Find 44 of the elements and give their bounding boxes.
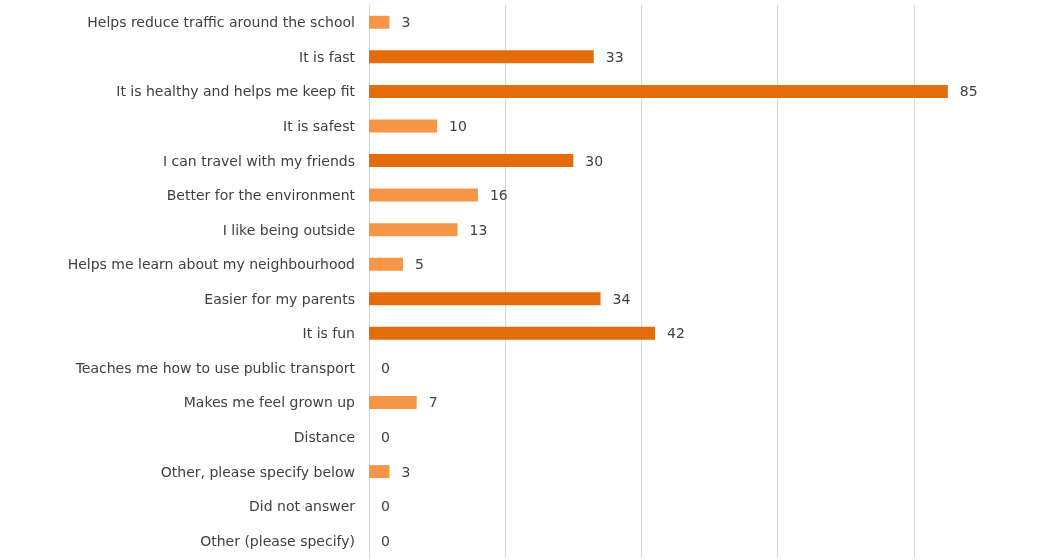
y-tick-label: It is fast xyxy=(299,48,356,65)
y-tick-label: I can travel with my friends xyxy=(162,152,355,169)
bar xyxy=(369,326,656,340)
bar xyxy=(369,50,594,64)
data-label: 42 xyxy=(667,325,685,342)
y-tick-label: Helps reduce traffic around the school xyxy=(87,14,355,31)
data-label: 7 xyxy=(428,394,438,411)
data-label: 33 xyxy=(605,48,624,65)
y-tick-label: Easier for my parents xyxy=(204,290,355,307)
y-tick-label: It is safest xyxy=(283,117,356,134)
data-label: 0 xyxy=(381,359,390,376)
y-tick-label: Teaches me how to use public transport xyxy=(74,359,356,376)
data-label: 3 xyxy=(401,14,411,31)
data-label: 16 xyxy=(489,187,508,204)
bar xyxy=(369,154,574,168)
bar xyxy=(369,188,478,202)
bar xyxy=(369,395,417,409)
y-tick-label: Better for the environment xyxy=(166,187,356,204)
y-tick-label: Helps me learn about my neighbourhood xyxy=(67,256,355,273)
data-label: 85 xyxy=(959,83,978,100)
data-label: 0 xyxy=(381,498,390,515)
data-label: 3 xyxy=(401,463,411,480)
y-tick-label: It is fun xyxy=(302,325,355,342)
bar xyxy=(369,465,390,479)
bar xyxy=(369,292,601,306)
y-tick-label: Distance xyxy=(293,429,355,446)
y-tick-label: It is healthy and helps me keep fit xyxy=(116,83,356,100)
y-tick-label: Makes me feel grown up xyxy=(183,394,356,411)
bar xyxy=(369,119,438,133)
data-label: 0 xyxy=(381,429,390,446)
data-label: 34 xyxy=(612,290,631,307)
y-tick-label: Other, please specify below xyxy=(160,463,355,480)
bar xyxy=(369,257,404,271)
data-label: 5 xyxy=(415,256,424,273)
y-tick-label: I like being outside xyxy=(222,221,355,238)
y-tick-label: Other (please specify) xyxy=(200,532,355,549)
bar xyxy=(369,223,458,237)
data-label: 10 xyxy=(449,117,467,134)
bar xyxy=(369,84,948,98)
y-tick-label: Did not answer xyxy=(249,498,356,515)
data-label: 13 xyxy=(469,221,488,238)
data-label: 30 xyxy=(585,152,604,169)
bar xyxy=(369,15,390,29)
data-label: 0 xyxy=(381,532,390,549)
